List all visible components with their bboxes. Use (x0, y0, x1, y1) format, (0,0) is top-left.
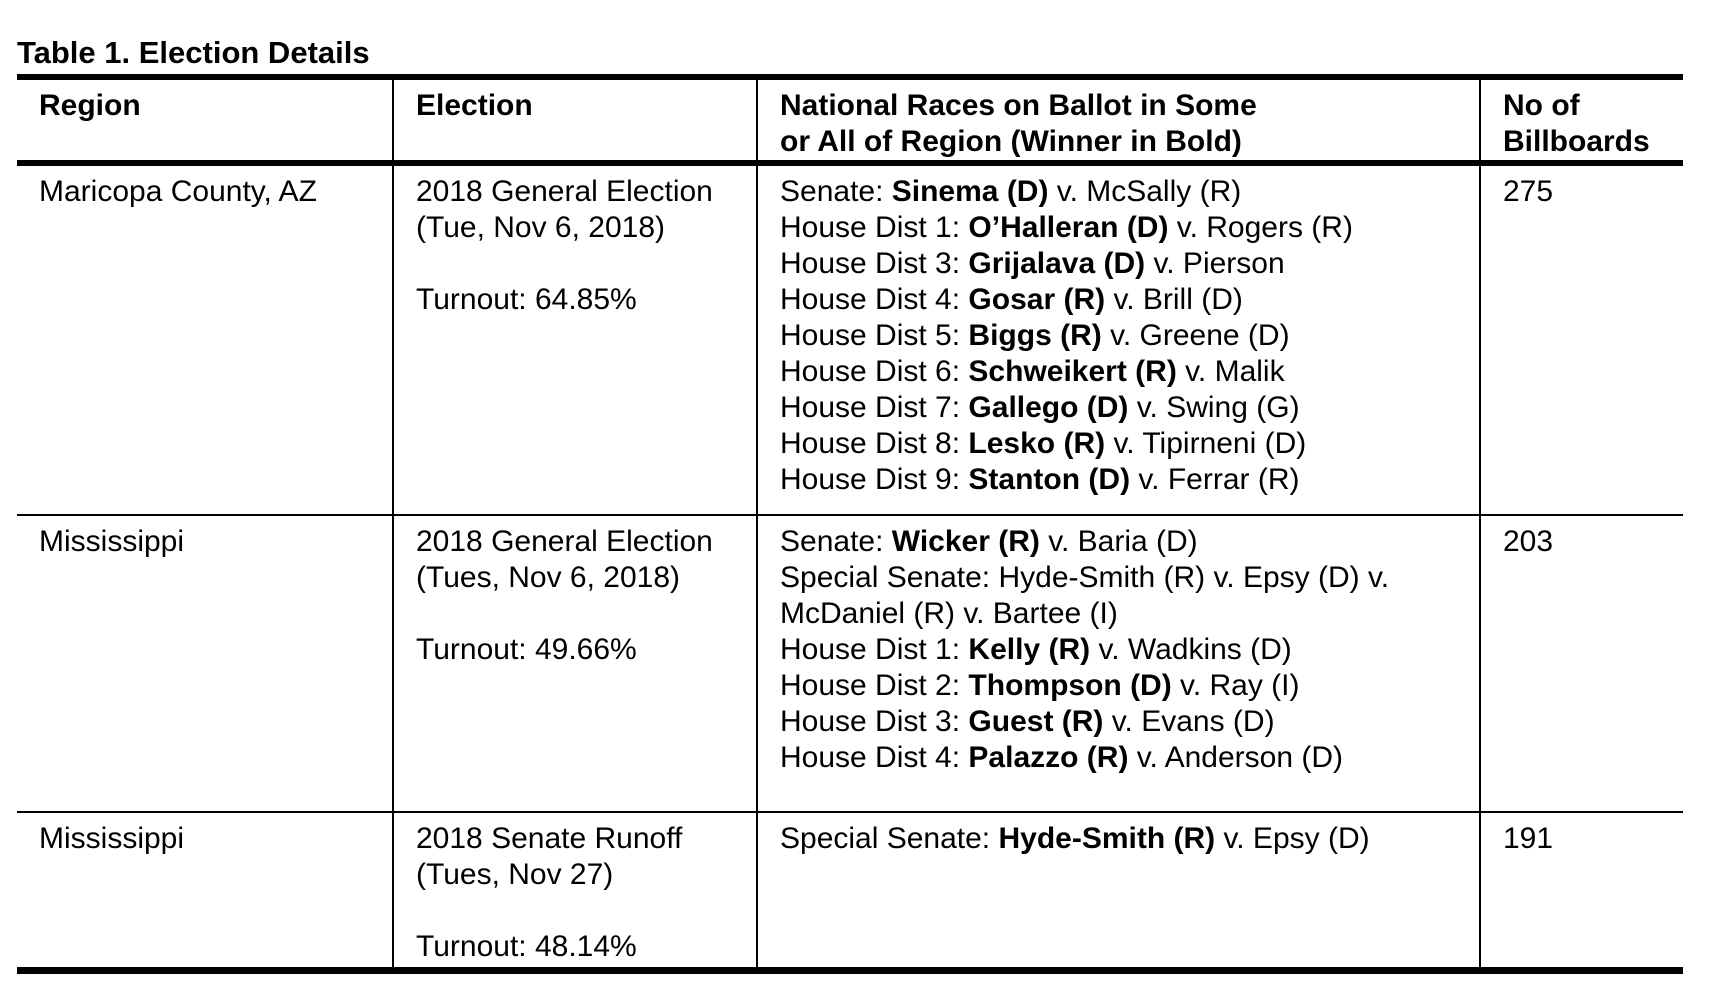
race-text: v. Epsy (D) (1215, 822, 1370, 855)
election-line: Turnout: 49.66% (416, 633, 637, 666)
race-text: House Dist 2: (780, 669, 969, 702)
race-line: House Dist 3: Guest (R) v. Evans (D) (780, 704, 1469, 740)
race-text: House Dist 1: (780, 633, 969, 666)
races-cell: Special Senate: Hyde-Smith (R) v. Epsy (… (757, 811, 1481, 970)
race-line: House Dist 3: Grijalava (D) v. Pierson (780, 246, 1469, 282)
election-cell: 2018 General Election (Tues, Nov 6, 2018)… (393, 514, 758, 812)
race-line: Special Senate: Hyde-Smith (R) v. Epsy (… (780, 821, 1469, 857)
billboards-cell: 191 (1480, 811, 1683, 970)
race-winner: Palazzo (R) (968, 741, 1129, 774)
race-text: House Dist 3: (780, 705, 969, 738)
race-text: v. Baria (D) (1039, 525, 1198, 558)
column-header-election: Election (393, 77, 758, 166)
race-text: v. Brill (D) (1105, 283, 1243, 316)
race-text: House Dist 4: (780, 283, 969, 316)
election-line (416, 246, 746, 282)
race-text: v. Ray (I) (1171, 669, 1300, 702)
election-line (416, 893, 746, 929)
race-text: v. Wadkins (D) (1090, 633, 1292, 666)
race-text: v. Greene (D) (1101, 319, 1290, 352)
race-line: House Dist 5: Biggs (R) v. Greene (D) (780, 318, 1469, 354)
race-winner: Biggs (R) (968, 319, 1102, 352)
race-winner: Lesko (R) (968, 427, 1106, 460)
race-winner: Wicker (R) (891, 525, 1040, 558)
race-winner: Grijalava (D) (968, 247, 1146, 280)
race-line: House Dist 1: Kelly (R) v. Wadkins (D) (780, 632, 1469, 668)
column-header-races: National Races on Ballot in Some or All o… (757, 77, 1481, 166)
race-text: v. Malik (1176, 355, 1285, 388)
table-row: Mississippi 2018 General Election (Tues, N… (17, 514, 1683, 812)
region-cell: Maricopa County, AZ (17, 163, 394, 515)
races-cell: Senate: Sinema (D) v. McSally (R) House D… (757, 163, 1481, 515)
billboards-cell: 203 (1480, 514, 1683, 812)
race-winner: Sinema (D) (891, 175, 1049, 208)
race-text: House Dist 1: (780, 211, 969, 244)
race-text: House Dist 7: (780, 391, 969, 424)
race-text: v. Pierson (1145, 247, 1285, 280)
race-line: House Dist 6: Schweikert (R) v. Malik (780, 354, 1469, 390)
race-text: House Dist 3: (780, 247, 969, 280)
race-line: House Dist 9: Stanton (D) v. Ferrar (R) (780, 462, 1469, 498)
race-text: House Dist 9: (780, 463, 969, 496)
table-row: Maricopa County, AZ 2018 General Election… (17, 163, 1683, 515)
header-row: Region Election National Races on Ballot… (17, 77, 1683, 166)
race-text: Special Senate: Hyde-Smith (R) v. Epsy (… (780, 561, 1390, 630)
race-winner: Hyde-Smith (R) (998, 822, 1216, 855)
race-line: Senate: Sinema (D) v. McSally (R) (780, 174, 1469, 210)
billboards-cell: 275 (1503, 175, 1554, 208)
race-winner: Thompson (D) (968, 669, 1172, 702)
race-text: v. McSally (R) (1048, 175, 1242, 208)
race-text: Senate: (780, 525, 892, 558)
race-line: Senate: Wicker (R) v. Baria (D) (780, 524, 1469, 560)
race-winner: Stanton (D) (968, 463, 1131, 496)
election-line: (Tues, Nov 6, 2018) (416, 561, 681, 594)
election-line: 2018 General Election (416, 175, 713, 208)
race-line: House Dist 8: Lesko (R) v. Tipirneni (D) (780, 426, 1469, 462)
election-cell: 2018 General Election (Tue, Nov 6, 2018) … (393, 163, 758, 515)
table-header: Region Election National Races on Ballot… (17, 77, 1683, 166)
race-line: Special Senate: Hyde-Smith (R) v. Epsy (… (780, 560, 1469, 632)
table-body: Maricopa County, AZ 2018 General Election… (17, 163, 1683, 970)
race-text: v. Swing (G) (1128, 391, 1300, 424)
election-details-table: Region Election National Races on Ballot… (17, 74, 1683, 974)
race-line: House Dist 7: Gallego (D) v. Swing (G) (780, 390, 1469, 426)
column-header-billboards: No of Billboards (1480, 77, 1683, 166)
election-line: Turnout: 64.85% (416, 283, 637, 316)
column-header-region: Region (17, 77, 394, 166)
race-line: House Dist 2: Thompson (D) v. Ray (I) (780, 668, 1469, 704)
race-text: Special Senate: (780, 822, 999, 855)
race-winner: Gallego (D) (968, 391, 1129, 424)
race-line: House Dist 4: Palazzo (R) v. Anderson (D… (780, 740, 1469, 776)
race-text: House Dist 8: (780, 427, 969, 460)
race-winner: Guest (R) (968, 705, 1104, 738)
race-text: House Dist 4: (780, 741, 969, 774)
race-text: v. Evans (D) (1103, 705, 1275, 738)
election-line: (Tues, Nov 27) (416, 858, 614, 891)
race-text: v. Rogers (R) (1168, 211, 1353, 244)
election-line: 2018 Senate Runoff (416, 822, 683, 855)
race-text: Senate: (780, 175, 892, 208)
race-text: v. Tipirneni (D) (1105, 427, 1307, 460)
table-row: Mississippi 2018 Senate Runoff (Tues, Nov … (17, 811, 1683, 970)
region-cell: Mississippi (17, 514, 394, 812)
election-cell: 2018 Senate Runoff (Tues, Nov 27) Turnout… (393, 811, 758, 970)
race-text: v. Anderson (D) (1128, 741, 1343, 774)
race-winner: O’Halleran (D) (968, 211, 1169, 244)
race-text: v. Ferrar (R) (1130, 463, 1300, 496)
race-winner: Gosar (R) (968, 283, 1106, 316)
election-line (416, 596, 746, 632)
table-title: Table 1. Election Details (17, 35, 370, 70)
races-cell: Senate: Wicker (R) v. Baria (D) Special S… (757, 514, 1481, 812)
race-text: House Dist 5: (780, 319, 969, 352)
race-winner: Schweikert (R) (968, 355, 1177, 388)
election-line: 2018 General Election (416, 525, 713, 558)
race-line: House Dist 1: O’Halleran (D) v. Rogers (… (780, 210, 1469, 246)
race-winner: Kelly (R) (968, 633, 1091, 666)
election-line: (Tue, Nov 6, 2018) (416, 211, 666, 244)
race-line: House Dist 4: Gosar (R) v. Brill (D) (780, 282, 1469, 318)
region-cell: Mississippi (17, 811, 394, 970)
race-text: House Dist 6: (780, 355, 969, 388)
election-line: Turnout: 48.14% (416, 930, 637, 963)
